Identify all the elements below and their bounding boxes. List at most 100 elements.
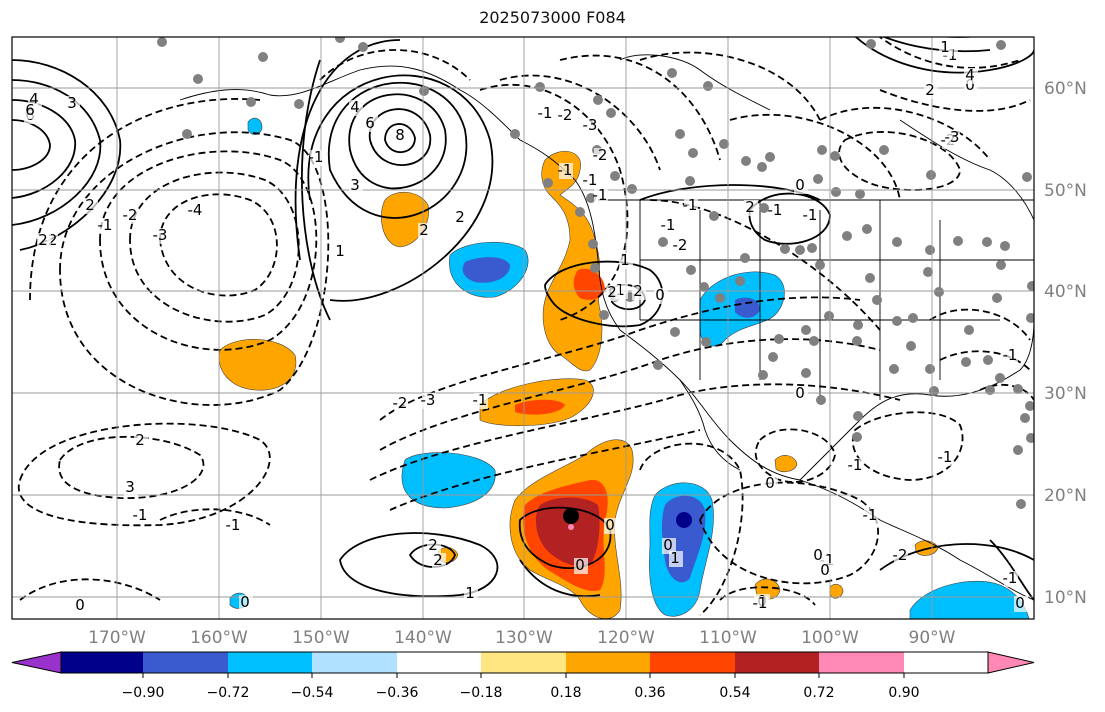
- contour-label: 4: [29, 90, 39, 108]
- lon-tick-label: 160°W: [190, 628, 248, 648]
- contour-label: -1: [309, 148, 324, 166]
- gridlines: [12, 37, 1034, 619]
- contour-label: 1: [940, 38, 950, 56]
- contour-label: 0: [75, 596, 85, 614]
- contour-label: 2: [419, 221, 429, 239]
- colorbar: [11, 651, 1035, 674]
- lat-tick-label: 60°N: [1044, 79, 1087, 99]
- lat-tick-label: 10°N: [1044, 588, 1087, 608]
- colorbar-tick-label: 0.18: [550, 685, 581, 701]
- contour-label: -1: [538, 104, 553, 122]
- contour-label: 2: [745, 198, 755, 216]
- contour-label: 2: [135, 431, 145, 449]
- contour-label: 2: [455, 208, 465, 226]
- contour-label: 3: [350, 176, 360, 194]
- lon-tick-label: 110°W: [699, 628, 757, 648]
- contour-label: -2: [893, 546, 908, 564]
- colorbar-tick-labels: −0.90 −0.72 −0.54 −0.36 −0.18 0.18 0.36 0.54 0.7…: [122, 673, 920, 701]
- colorbar-extend-max: [987, 651, 1035, 674]
- contour-label: 2: [433, 551, 443, 569]
- contour-label: -1: [98, 216, 113, 234]
- colorbar-tick-label: 0.36: [634, 685, 665, 701]
- contour-label: 0: [795, 384, 805, 402]
- storm-markers: [563, 508, 692, 530]
- contour-label: -2: [393, 394, 408, 412]
- contour-label: 6: [25, 101, 35, 119]
- colorbar-tick-label: 0.90: [888, 685, 919, 701]
- contour-label: 3: [125, 478, 135, 496]
- contour-label: -1: [803, 206, 818, 224]
- contour-label: 0: [605, 516, 615, 534]
- contour-label: -3: [153, 226, 168, 244]
- shade-positive-2: [218, 339, 297, 391]
- shade-positive-6: [774, 455, 798, 473]
- longitude-axis-labels: 170°W 160°W 150°W 140°W 130°W 120°W 110°W 100°W…: [88, 628, 956, 648]
- contour-label: 3: [67, 94, 77, 112]
- contour-label: -1: [133, 506, 148, 524]
- contour-label: 6: [365, 114, 375, 132]
- lon-tick-label: 140°W: [394, 628, 452, 648]
- contour-label: 0: [765, 474, 775, 492]
- colorbar-segment: [735, 652, 819, 673]
- colorbar-tick-label: −0.72: [207, 685, 250, 701]
- contour-label: -1: [1003, 569, 1018, 587]
- lon-tick-label: 150°W: [292, 628, 350, 648]
- shade-negative-5: [909, 580, 1030, 619]
- colorbar-segment: [228, 652, 312, 673]
- contour-label: 0: [575, 556, 585, 574]
- contour-label: 8: [395, 126, 405, 144]
- colorbar-segment: [397, 652, 481, 673]
- colorbar-tick-label: −0.54: [291, 685, 334, 701]
- shading-regions: [218, 117, 1030, 619]
- shade-negative-1b: [462, 257, 510, 283]
- chart-title: 2025073000 F084: [479, 8, 626, 27]
- contour-label: 2: [85, 196, 95, 214]
- contour-label: -1: [583, 171, 598, 189]
- shade-positive-5c: [535, 497, 600, 567]
- contour-label: 0: [820, 561, 830, 579]
- contour-label: -1: [226, 516, 241, 534]
- contour-label: -3: [945, 128, 960, 146]
- negative-contours: [17, 37, 1034, 616]
- colorbar-tick-label: 0.72: [803, 685, 834, 701]
- contour-label: -2: [593, 146, 608, 164]
- contour-label: -1: [848, 456, 863, 474]
- contour-label: 1: [620, 251, 630, 269]
- contour-label: -1: [473, 391, 488, 409]
- contour-label: -1: [683, 196, 698, 214]
- plot-frame: [11, 36, 1035, 620]
- contour-label: -3: [583, 116, 598, 134]
- colorbar-segment: [312, 652, 397, 673]
- colorbar-segment: [650, 652, 735, 673]
- contour-label: 1: [465, 584, 475, 602]
- contour-label: -1: [938, 448, 953, 466]
- shade-negative-4b: [735, 297, 760, 318]
- contour-label: -3: [421, 391, 436, 409]
- lat-tick-label: 20°N: [1044, 486, 1087, 506]
- contour-labels: 634-22-1-2-3-46843-1221-2-3-2-1-11201-1-…: [24, 38, 1028, 614]
- contour-label: 4: [965, 66, 975, 84]
- colorbar-segment: [819, 652, 904, 673]
- contour-label: 0: [240, 593, 250, 611]
- contour-label: 0: [663, 536, 673, 554]
- contour-label: 1: [670, 549, 680, 567]
- contour-label: 1: [335, 242, 345, 260]
- contour-label: 0: [1015, 594, 1025, 612]
- colorbar-extend-min: [11, 651, 62, 674]
- colorbar-tick-label: −0.90: [122, 685, 165, 701]
- colorbar-segment: [481, 652, 566, 673]
- contour-label: -1: [863, 506, 878, 524]
- contour-label: 2: [607, 283, 617, 301]
- lon-tick-label: 100°W: [801, 628, 859, 648]
- lon-tick-label: 120°W: [597, 628, 655, 648]
- contour-label: 2: [38, 231, 48, 249]
- colorbar-tick-label: −0.18: [460, 685, 503, 701]
- shade-negative-6: [247, 117, 263, 135]
- colorbar-tick-label: −0.36: [376, 685, 419, 701]
- contour-label: -1: [1003, 346, 1018, 364]
- lon-tick-label: 130°W: [495, 628, 553, 648]
- shade-positive-4b: [515, 399, 565, 415]
- contour-label: -1: [661, 216, 676, 234]
- colorbar-frame: [60, 651, 989, 674]
